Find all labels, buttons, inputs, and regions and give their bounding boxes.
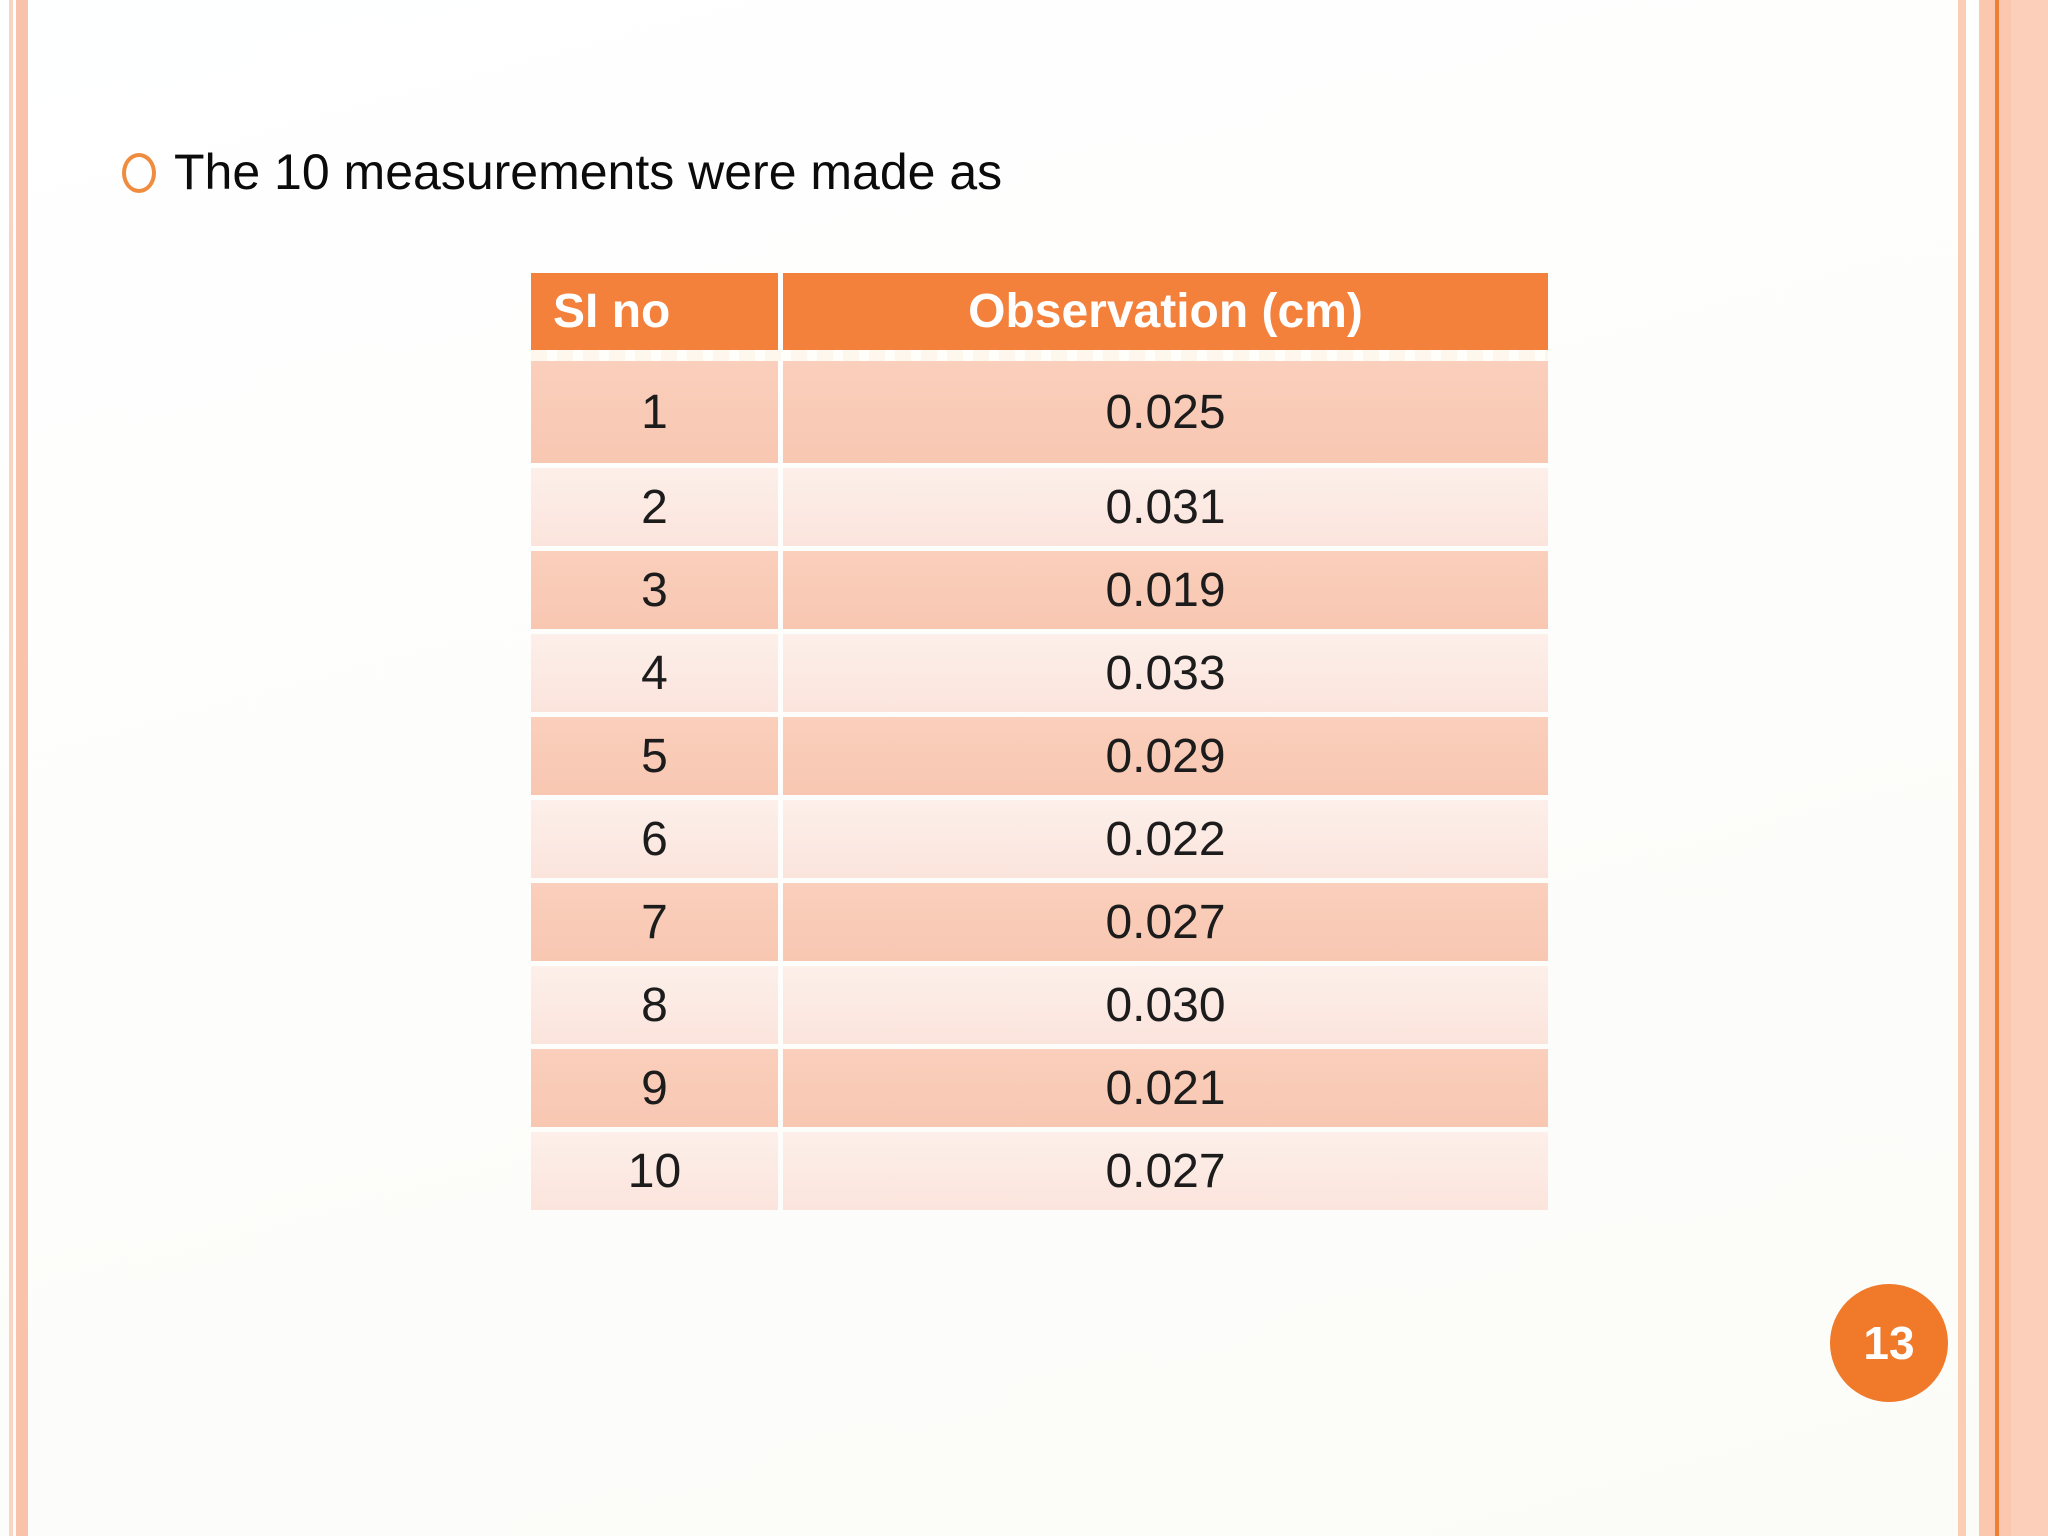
table-body: 1 0.025 2 0.031 3 0.019 4 0.033 5 0.029 … (531, 361, 1548, 1210)
cell-observation: 0.030 (783, 966, 1548, 1044)
cell-sl-no: 7 (531, 883, 778, 961)
cell-observation: 0.027 (783, 883, 1548, 961)
slide-title-row: The 10 measurements were made as (122, 142, 1002, 202)
cell-observation: 0.022 (783, 800, 1548, 878)
cell-sl-no: 8 (531, 966, 778, 1044)
table-row: 8 0.030 (531, 966, 1548, 1044)
right-edge-soft-band (2011, 0, 2048, 1536)
table-row: 2 0.031 (531, 468, 1548, 546)
cell-sl-no: 4 (531, 634, 778, 712)
bullet-circle-icon (122, 153, 156, 193)
table-row: 4 0.033 (531, 634, 1548, 712)
cell-observation: 0.031 (783, 468, 1548, 546)
table-row: 10 0.027 (531, 1132, 1548, 1210)
left-edge-band-stripe (16, 0, 28, 1536)
header-observation: Observation (cm) (783, 273, 1548, 350)
cell-sl-no: 5 (531, 717, 778, 795)
cell-observation: 0.029 (783, 717, 1548, 795)
table-row: 9 0.021 (531, 1049, 1548, 1127)
left-edge-thin-stripe (9, 0, 13, 1536)
table-row: 3 0.019 (531, 551, 1548, 629)
cell-sl-no: 2 (531, 468, 778, 546)
table-row: 1 0.025 (531, 361, 1548, 463)
header-sl-no: SI no (531, 273, 778, 350)
header-divider-strip (531, 350, 1548, 361)
table-row: 5 0.029 (531, 717, 1548, 795)
measurements-table: SI no Observation (cm) 1 0.025 2 0.031 3… (531, 273, 1548, 1210)
cell-observation: 0.025 (783, 361, 1548, 463)
right-edge-accent-line (1995, 0, 1999, 1536)
table-row: 6 0.022 (531, 800, 1548, 878)
cell-observation: 0.021 (783, 1049, 1548, 1127)
page-number-badge: 13 (1830, 1284, 1948, 1402)
cell-sl-no: 6 (531, 800, 778, 878)
cell-sl-no: 3 (531, 551, 778, 629)
table-row: 7 0.027 (531, 883, 1548, 961)
right-edge-band (1979, 0, 2048, 1536)
right-edge-thin-stripe (1958, 0, 1966, 1536)
cell-observation: 0.033 (783, 634, 1548, 712)
table-header-row: SI no Observation (cm) (531, 273, 1548, 350)
cell-sl-no: 9 (531, 1049, 778, 1127)
cell-sl-no: 10 (531, 1132, 778, 1210)
cell-observation: 0.027 (783, 1132, 1548, 1210)
cell-observation: 0.019 (783, 551, 1548, 629)
cell-sl-no: 1 (531, 361, 778, 463)
slide-title: The 10 measurements were made as (174, 144, 1003, 200)
